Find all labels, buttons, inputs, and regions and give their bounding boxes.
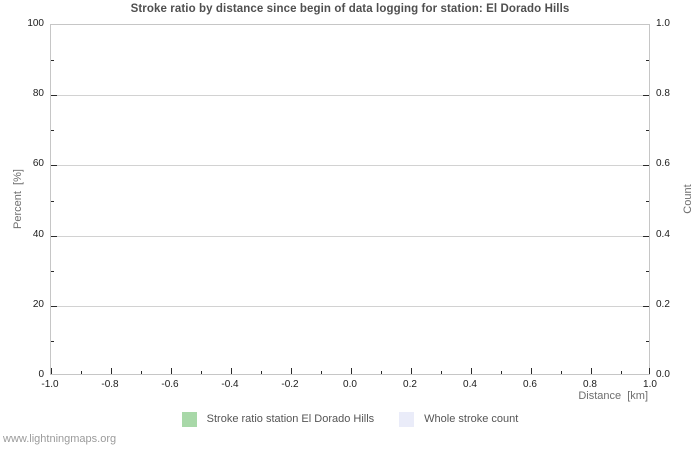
- tick-mark-minor: [51, 201, 54, 202]
- y-left-tick-label: 60: [32, 158, 44, 169]
- tick-mark: [111, 368, 112, 374]
- y-right-tick-label: 0.8: [656, 88, 670, 99]
- x-tick-label: 0.8: [583, 379, 597, 390]
- y-left-tick-label: 40: [32, 229, 44, 240]
- tick-mark-minor: [261, 371, 262, 374]
- legend-label: Stroke ratio station El Dorado Hills: [206, 413, 375, 425]
- tick-mark: [351, 368, 352, 374]
- tick-mark: [643, 306, 649, 307]
- tick-mark: [643, 95, 649, 96]
- x-tick-label: 0.0: [343, 379, 357, 390]
- plot-area: [50, 24, 650, 375]
- legend-label: Whole stroke count: [424, 413, 519, 425]
- y-left-tick-label: 20: [32, 299, 44, 310]
- tick-mark: [51, 368, 52, 374]
- y-axis-right-title: Count: [682, 184, 694, 214]
- tick-mark: [51, 165, 57, 166]
- y-right-tick-label: 0.6: [656, 158, 670, 169]
- tick-mark: [591, 368, 592, 374]
- tick-mark-minor: [51, 60, 54, 61]
- y-axis-left-title: Percent [%]: [12, 169, 24, 229]
- y-right-tick-label: 0.2: [656, 299, 670, 310]
- tick-mark-minor: [201, 371, 202, 374]
- tick-mark: [51, 95, 57, 96]
- legend-item: Whole stroke count: [399, 411, 519, 427]
- tick-mark: [171, 368, 172, 374]
- tick-mark: [291, 368, 292, 374]
- tick-mark: [51, 236, 57, 237]
- tick-mark-minor: [561, 371, 562, 374]
- y-right-tick-label: 1.0: [656, 18, 670, 29]
- legend-item: Stroke ratio station El Dorado Hills: [181, 411, 375, 427]
- x-tick-label: -0.4: [221, 379, 239, 390]
- y-left-tick-label: 0: [38, 369, 44, 380]
- x-tick-label: 0.6: [523, 379, 537, 390]
- tick-mark-minor: [441, 371, 442, 374]
- tick-mark-minor: [646, 271, 649, 272]
- tick-mark-minor: [621, 371, 622, 374]
- y-left-tick-label: 80: [32, 88, 44, 99]
- y-right-tick-label: 0.4: [656, 229, 670, 240]
- tick-mark: [51, 306, 57, 307]
- x-axis-title: Distance [km]: [578, 390, 648, 402]
- x-tick-label: 0.2: [403, 379, 417, 390]
- tick-mark: [649, 368, 650, 374]
- tick-mark-minor: [321, 371, 322, 374]
- tick-mark-minor: [81, 371, 82, 374]
- gridline: [51, 306, 649, 307]
- gridline: [51, 165, 649, 166]
- x-tick-label: 1.0: [643, 379, 657, 390]
- y-left-tick-label: 100: [27, 18, 44, 29]
- gridline: [51, 236, 649, 237]
- x-tick-label: -0.6: [161, 379, 179, 390]
- tick-mark: [471, 368, 472, 374]
- tick-mark-minor: [646, 201, 649, 202]
- x-tick-label: -1.0: [41, 379, 59, 390]
- tick-mark: [643, 165, 649, 166]
- tick-mark: [531, 368, 532, 374]
- tick-mark-minor: [646, 341, 649, 342]
- gridline: [51, 95, 649, 96]
- tick-mark-minor: [141, 371, 142, 374]
- tick-mark-minor: [51, 130, 54, 131]
- x-tick-label: -0.8: [101, 379, 119, 390]
- watermark-link: www.lightningmaps.org: [3, 433, 117, 445]
- tick-mark: [231, 368, 232, 374]
- tick-mark-minor: [51, 341, 54, 342]
- chart-title: Stroke ratio by distance since begin of …: [130, 3, 570, 15]
- tick-mark-minor: [646, 60, 649, 61]
- tick-mark-minor: [381, 371, 382, 374]
- tick-mark: [411, 368, 412, 374]
- tick-mark-minor: [646, 130, 649, 131]
- x-tick-label: 0.4: [463, 379, 477, 390]
- legend-swatch-stroke-ratio: [181, 411, 197, 427]
- legend: Stroke ratio station El Dorado Hills Who…: [0, 411, 700, 427]
- legend-swatch-whole-stroke-count: [399, 411, 415, 427]
- tick-mark-minor: [51, 271, 54, 272]
- tick-mark-minor: [501, 371, 502, 374]
- y-right-tick-label: 0.0: [656, 369, 670, 380]
- tick-mark: [643, 236, 649, 237]
- x-tick-label: -0.2: [281, 379, 299, 390]
